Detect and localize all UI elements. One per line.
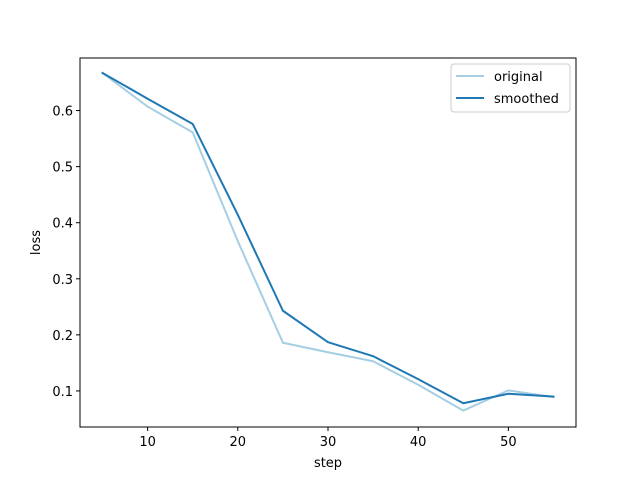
y-tick-label: 0.5 <box>52 161 73 176</box>
y-tick-label: 0.6 <box>52 105 73 120</box>
legend-label-original: original <box>494 70 543 85</box>
series-line-original <box>101 71 555 412</box>
legend: original smoothed <box>450 63 571 113</box>
series-layer <box>101 71 555 412</box>
x-tick-label: 30 <box>320 435 337 450</box>
y-tick-label: 0.2 <box>52 329 73 344</box>
legend-label-smoothed: smoothed <box>494 92 559 107</box>
x-tick-label: 50 <box>500 435 517 450</box>
y-axis-label: loss <box>29 230 44 255</box>
ticks-layer: 10 20 30 40 50 0.1 0.2 0.3 0.4 0.5 0.6 <box>52 105 516 450</box>
y-tick-label: 0.3 <box>52 273 73 288</box>
x-tick-label: 10 <box>139 435 156 450</box>
series-line-smoothed <box>101 71 555 405</box>
plot-frame <box>79 57 577 428</box>
y-tick-label: 0.1 <box>52 385 73 400</box>
x-tick-label: 40 <box>410 435 427 450</box>
x-axis-label: step <box>314 456 342 471</box>
y-tick-label: 0.4 <box>52 217 73 232</box>
x-tick-label: 20 <box>230 435 247 450</box>
